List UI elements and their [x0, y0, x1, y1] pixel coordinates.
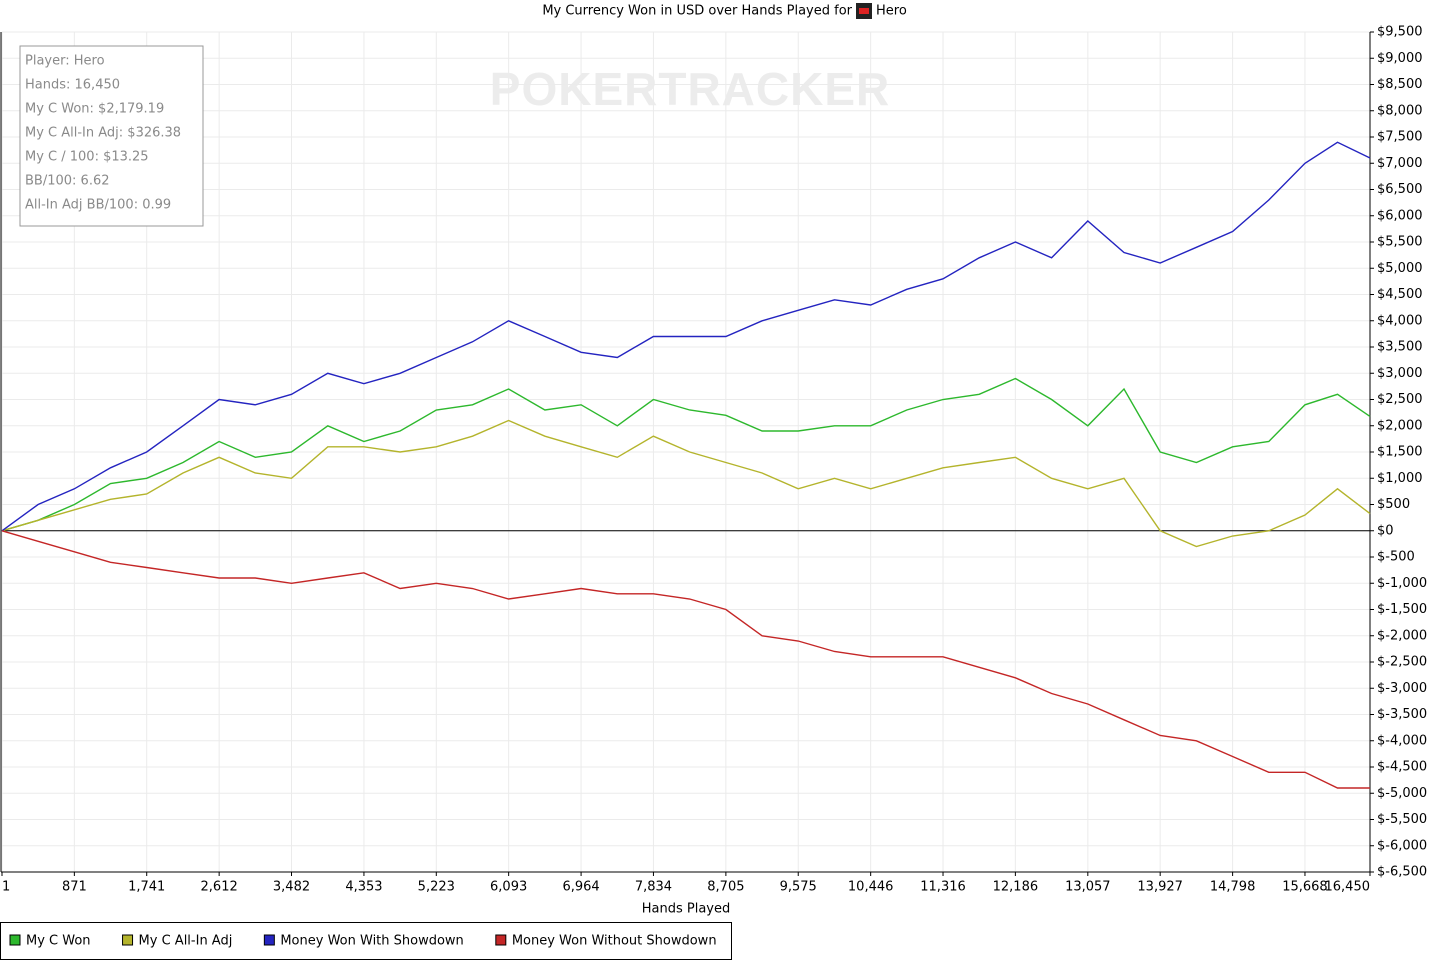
legend-box — [0, 922, 732, 960]
y-tick-label: $-5,000 — [1377, 786, 1427, 801]
y-tick-label: $5,000 — [1377, 261, 1423, 276]
x-tick-label: 6,964 — [562, 880, 599, 895]
x-tick-label: 13,057 — [1065, 880, 1111, 895]
x-tick-label: 12,186 — [993, 880, 1039, 895]
legend-label: My C Won — [26, 934, 91, 949]
y-tick-label: $500 — [1377, 497, 1410, 512]
y-tick-label: $-5,500 — [1377, 812, 1427, 827]
x-tick-label: 6,093 — [490, 880, 527, 895]
x-tick-label: 1,741 — [128, 880, 165, 895]
y-tick-label: $6,000 — [1377, 208, 1423, 223]
legend: My C Won My C All-In Adj Money Won With Sh… — [0, 922, 732, 960]
y-tick-label: $4,000 — [1377, 313, 1423, 328]
info-line: BB/100: 6.62 — [25, 174, 110, 189]
x-tick-label: 13,927 — [1137, 880, 1183, 895]
legend-swatch — [263, 934, 275, 946]
watermark: POKERTRACKER — [490, 63, 890, 115]
x-tick-label: 16,450 — [1325, 880, 1371, 895]
x-tick-label: 10,446 — [848, 880, 894, 895]
x-axis-label: Hands Played — [642, 902, 731, 917]
player-name: Hero — [876, 4, 907, 19]
x-tick-label: 11,316 — [920, 880, 966, 895]
y-tick-label: $9,500 — [1377, 25, 1423, 40]
y-tick-label: $7,500 — [1377, 130, 1423, 145]
y-tick-label: $1,500 — [1377, 445, 1423, 460]
info-line: My C All-In Adj: $326.38 — [25, 126, 181, 141]
y-tick-label: $9,000 — [1377, 51, 1423, 66]
chart-title: My Currency Won in USD over Hands Played… — [542, 4, 852, 19]
y-tick-label: $2,500 — [1377, 392, 1423, 407]
y-tick-label: $-1,000 — [1377, 576, 1427, 591]
y-tick-label: $2,000 — [1377, 418, 1423, 433]
y-tick-label: $5,500 — [1377, 235, 1423, 250]
y-tick-label: $-500 — [1377, 550, 1415, 565]
legend-swatch — [495, 934, 507, 946]
info-line: All-In Adj BB/100: 0.99 — [25, 198, 171, 213]
x-tick-label: 2,612 — [201, 880, 238, 895]
y-tick-label: $4,500 — [1377, 287, 1423, 302]
legend-label: My C All-In Adj — [139, 934, 233, 949]
y-tick-label: $-4,000 — [1377, 733, 1427, 748]
info-box — [19, 45, 204, 227]
x-tick-label: 5,223 — [418, 880, 455, 895]
x-tick-label: 8,705 — [707, 880, 744, 895]
info-line: My C Won: $2,179.19 — [25, 102, 164, 117]
y-tick-label: $7,000 — [1377, 156, 1423, 171]
series-line — [1, 141, 1371, 532]
y-tick-label: $8,500 — [1377, 77, 1423, 92]
x-tick-label: 7,834 — [635, 880, 672, 895]
player-icon-detail — [859, 8, 869, 14]
x-tick-label: 871 — [62, 880, 87, 895]
y-tick-label: $6,500 — [1377, 182, 1423, 197]
grid — [1, 31, 1371, 873]
legend-swatch — [9, 934, 21, 946]
y-tick-label: $-3,000 — [1377, 681, 1427, 696]
series-line — [1, 530, 1370, 789]
y-tick-label: $-2,000 — [1377, 628, 1427, 643]
y-tick-label: $3,500 — [1377, 340, 1423, 355]
y-tick-label: $-6,000 — [1377, 838, 1427, 853]
series-line — [1, 377, 1371, 532]
series-line — [1, 419, 1371, 548]
y-tick-label: $-6,500 — [1377, 865, 1427, 880]
info-line: Hands: 16,450 — [25, 78, 120, 93]
legend-label: Money Won With Showdown — [280, 934, 463, 949]
y-tick-label: $-4,500 — [1377, 760, 1427, 775]
x-tick-label: 15,668 — [1282, 880, 1328, 895]
x-tick-label: 3,482 — [273, 880, 310, 895]
info-line: My C / 100: $13.25 — [25, 150, 149, 165]
y-tick-label: $-3,500 — [1377, 707, 1427, 722]
y-tick-label: $3,000 — [1377, 366, 1423, 381]
y-tick-label: $8,000 — [1377, 103, 1423, 118]
info-line: Player: Hero — [25, 54, 105, 69]
legend-label: Money Won Without Showdown — [512, 934, 717, 949]
y-tick-label: $1,000 — [1377, 471, 1423, 486]
x-tick-label: 14,798 — [1210, 880, 1256, 895]
x-tick-label: 4,353 — [345, 880, 382, 895]
y-tick-label: $-1,500 — [1377, 602, 1427, 617]
legend-swatch — [122, 934, 134, 946]
x-tick-label: 9,575 — [780, 880, 817, 895]
x-tick-label: 1 — [2, 880, 10, 895]
y-tick-label: $-2,500 — [1377, 655, 1427, 670]
y-tick-label: $0 — [1377, 523, 1394, 538]
